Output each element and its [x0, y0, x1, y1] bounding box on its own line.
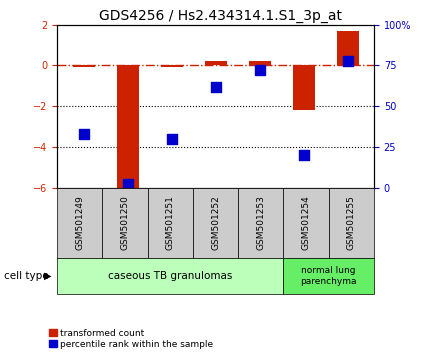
Text: GDS4256 / Hs2.434314.1.S1_3p_at: GDS4256 / Hs2.434314.1.S1_3p_at [99, 9, 341, 23]
Bar [161, 65, 183, 67]
Text: cell type: cell type [4, 271, 49, 281]
Bar [293, 65, 315, 110]
Legend: transformed count, percentile rank within the sample: transformed count, percentile rank withi… [48, 328, 214, 349]
Point [256, 68, 263, 73]
Bar [337, 31, 359, 65]
Point [344, 58, 351, 63]
Text: GSM501252: GSM501252 [211, 196, 220, 250]
Text: GSM501255: GSM501255 [347, 195, 356, 251]
Bar [249, 62, 271, 65]
Text: caseous TB granulomas: caseous TB granulomas [108, 271, 232, 281]
Point [80, 131, 87, 137]
Text: ▶: ▶ [44, 271, 51, 281]
Bar [73, 65, 95, 67]
Bar [117, 65, 139, 188]
Text: GSM501250: GSM501250 [121, 195, 130, 251]
Point [168, 136, 175, 142]
Text: GSM501251: GSM501251 [166, 195, 175, 251]
Point [300, 152, 307, 158]
Text: GSM501253: GSM501253 [257, 195, 265, 251]
Point [124, 182, 131, 187]
Bar [205, 62, 227, 65]
Point [212, 84, 219, 90]
Text: GSM501249: GSM501249 [75, 196, 84, 250]
Text: GSM501254: GSM501254 [301, 196, 311, 250]
Text: normal lung
parenchyma: normal lung parenchyma [301, 267, 357, 286]
